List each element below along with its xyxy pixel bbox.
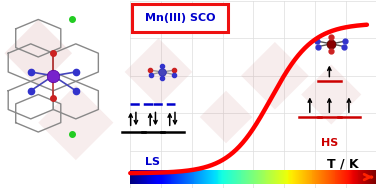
Polygon shape xyxy=(200,91,252,143)
Text: HS: HS xyxy=(321,138,338,148)
Text: T / K: T / K xyxy=(327,157,358,170)
Polygon shape xyxy=(125,38,192,106)
Polygon shape xyxy=(5,19,72,87)
Polygon shape xyxy=(241,42,309,109)
FancyBboxPatch shape xyxy=(132,5,228,32)
Polygon shape xyxy=(38,85,113,160)
Polygon shape xyxy=(301,64,361,125)
Text: Mn(III) SCO: Mn(III) SCO xyxy=(145,13,216,23)
Text: LS: LS xyxy=(145,157,160,167)
